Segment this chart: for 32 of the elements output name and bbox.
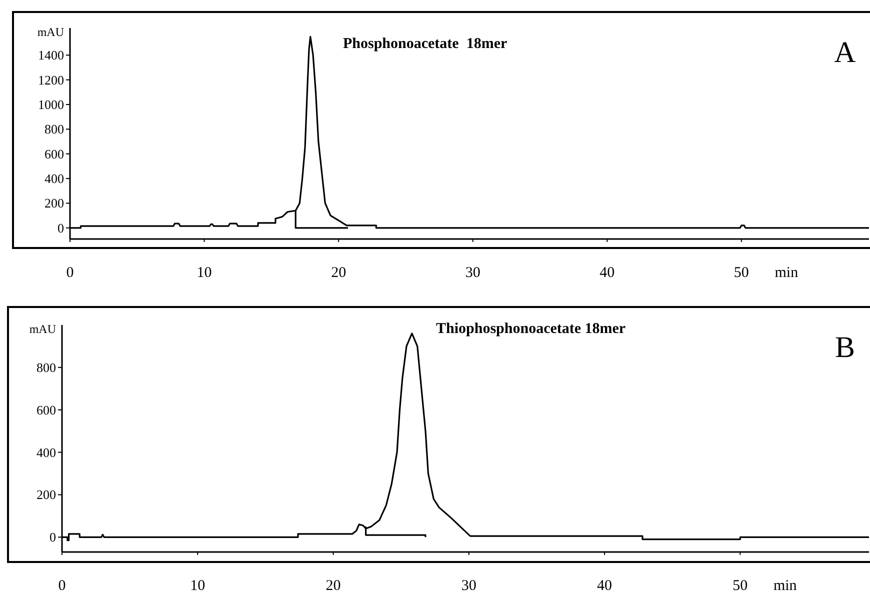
y-tick-label: 0 (58, 220, 64, 236)
x-tick-label: 10 (196, 265, 212, 281)
annotation: Thiophosphonoacetate 18mer (436, 321, 626, 337)
y-axis-title: mAU (37, 25, 64, 39)
x-tick-label: 30 (465, 265, 480, 281)
x-tick-label: 30 (461, 578, 476, 594)
y-tick-label: 1400 (38, 48, 64, 63)
y-tick-label: 600 (44, 146, 64, 162)
x-tick-label: 50 (732, 578, 748, 594)
y-tick-label: 0 (50, 530, 56, 545)
x-tick-label: 20 (331, 265, 346, 281)
y-tick-label: 200 (44, 196, 64, 211)
y-tick-label: 200 (36, 487, 56, 502)
chart-title: A (834, 36, 856, 69)
x-axis-title: min (773, 578, 798, 594)
x-axis-title: min (774, 265, 799, 281)
x-tick-label: 40 (597, 578, 612, 594)
x-tick-label: 40 (600, 265, 615, 281)
y-tick-label: 800 (36, 360, 56, 375)
y-tick-label: 400 (44, 171, 64, 186)
annotation: Phosphonoacetate 18mer (343, 36, 508, 52)
y-tick-label: 1000 (38, 97, 64, 112)
y-tick-label: 600 (36, 402, 56, 418)
y-tick-label: 400 (36, 444, 56, 460)
y-tick-label: 800 (44, 122, 64, 137)
y-tick-label: 1200 (38, 72, 64, 88)
y-axis-title: mAU (29, 322, 56, 336)
x-tick-label: 0 (66, 265, 74, 281)
x-tick-label: 20 (326, 578, 341, 594)
chart-title: B (834, 331, 856, 364)
x-tick-label: 10 (190, 578, 206, 594)
x-tick-label: 50 (734, 265, 749, 281)
